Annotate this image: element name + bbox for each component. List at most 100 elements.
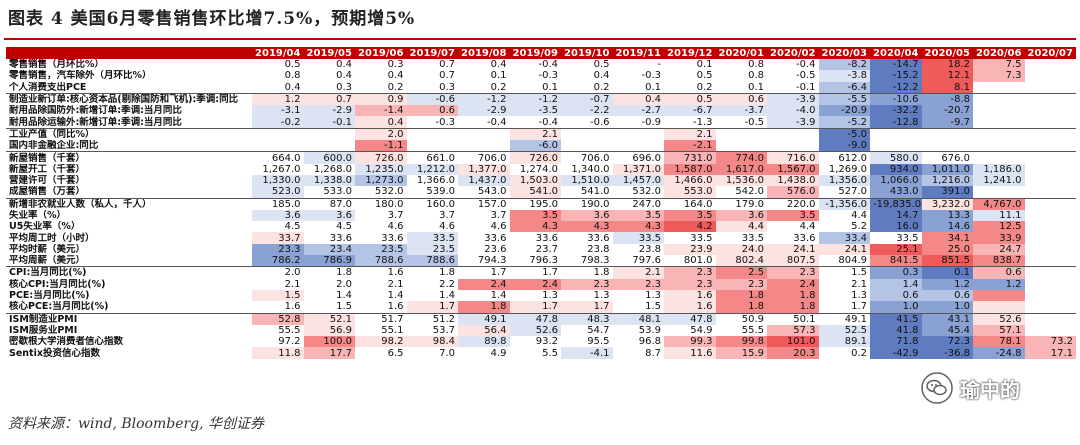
value-cell: 6.5 — [387, 347, 404, 359]
value-cell: 1.8 — [767, 301, 819, 314]
value-cell: 41.8 — [870, 324, 922, 337]
value-cell: 600.0 — [303, 151, 355, 164]
value-cell: -0.5 — [795, 70, 816, 82]
value-cell: 2.1 — [509, 127, 561, 141]
value-cell: 1.6 — [664, 301, 716, 314]
value-cell — [1025, 116, 1077, 128]
value-cell: 1.6 — [355, 266, 407, 279]
table-row: ISM制造业PMI 52.8 52.1 51.7 51.2 49.1 47.8 48.3 48.… — [6, 312, 1076, 325]
value-cell: 2.4 — [458, 278, 510, 290]
value-cell: 533.0 — [323, 186, 352, 198]
value-cell: 0.2 — [490, 81, 507, 93]
value-cell: 33.6 — [587, 232, 610, 244]
value-cell: 47.8 — [664, 312, 716, 325]
column-header: 2020/06 — [973, 47, 1025, 59]
value-cell: 0.4 — [336, 70, 352, 82]
value-cell: 851.5 — [921, 255, 973, 267]
value-cell: 247.0 — [612, 197, 664, 210]
table-row: CPI:当月同比(%) 2.0 1.8 1.6 1.8 1.7 1.7 1.8 2.1 2.3 2.… — [6, 266, 1076, 279]
value-cell: 0.6 — [406, 105, 458, 117]
value-cell — [407, 140, 459, 152]
value-cell: -3.1 — [252, 105, 304, 117]
value-cell: 53.9 — [638, 324, 661, 336]
value-cell — [870, 127, 922, 141]
value-cell: 11.8 — [252, 347, 304, 359]
column-header: 2019/10 — [561, 47, 613, 59]
value-cell: 11.1 — [973, 209, 1025, 222]
value-cell: -3.9 — [767, 92, 819, 106]
value-cell: 33.6 — [381, 232, 404, 244]
value-cell: -15.2 — [870, 70, 922, 82]
value-cell — [252, 140, 304, 152]
table-row: 平均周工时（小时） 33.7 33.6 33.6 33.5 33.6 33.6 33.6 33.… — [6, 232, 1076, 244]
value-cell: 33.6 — [329, 232, 352, 244]
value-cell: 0.2 — [696, 81, 713, 93]
value-cell: 5.2 — [851, 221, 867, 233]
value-cell: 661.0 — [406, 151, 458, 164]
table-row: PCE:当月同比(%) 1.5 1.4 1.4 1.4 1.4 1.3 1.3 1.3 1.6 1.… — [6, 289, 1076, 302]
value-cell: 1,268.0 — [313, 163, 352, 175]
value-cell: 1,241.0 — [973, 174, 1025, 187]
value-cell: 2.3 — [715, 278, 767, 290]
value-cell: 89.1 — [818, 336, 870, 348]
value-cell: 164.0 — [664, 197, 716, 210]
value-cell: -32.2 — [870, 105, 922, 117]
value-cell: 0.8 — [748, 70, 764, 82]
value-cell: -1.2 — [509, 92, 561, 106]
value-cell: 48.1 — [612, 312, 664, 325]
value-cell: 1,366.0 — [416, 175, 455, 187]
value-cell: -0.3 — [538, 70, 558, 82]
value-cell: 1.8 — [303, 266, 355, 279]
table-row: 零售销售，汽车除外（月环比%） 0.8 0.4 0.4 0.7 0.1 -0.3 0.4 -0.… — [6, 70, 1076, 82]
table-row: 营建许可（千套） 1,330.0 1,338.0 1,273.0 1,366.0 1,43… — [6, 174, 1076, 187]
value-cell: 3.6 — [303, 209, 355, 222]
column-header: 2020/07 — [1024, 47, 1076, 59]
value-cell: 4.6 — [387, 221, 404, 233]
value-cell: 2.3 — [767, 266, 819, 279]
table-row: 平均周薪（美元） 786.2 786.9 788.6 788.6 794.3 796.3 79… — [6, 255, 1076, 267]
value-cell: -0.6 — [406, 92, 458, 106]
row-label: 制造业新订单:核心资本品(剔除国防和飞机):季调:同比 — [6, 92, 252, 106]
value-cell: -3.5 — [509, 105, 561, 117]
row-label: 平均周工时（小时） — [9, 232, 95, 244]
value-cell: 2.3 — [664, 266, 716, 279]
value-cell: 78.1 — [973, 336, 1025, 348]
value-cell — [921, 127, 973, 141]
value-cell: 0.3 — [870, 266, 922, 279]
value-cell: -1.3 — [692, 116, 713, 128]
table-row: 个人消费支出PCE 0.4 0.3 0.2 0.3 0.2 0.1 0.2 0.1 0.2 0.1 -… — [6, 81, 1076, 94]
value-cell: 87.0 — [303, 197, 355, 210]
value-cell — [922, 140, 974, 152]
column-header: 2020/03 — [818, 47, 870, 59]
value-cell: 804.9 — [838, 255, 867, 267]
value-cell: 1,186.0 — [973, 163, 1025, 175]
value-cell: 179.0 — [715, 197, 767, 210]
value-cell: 1.8 — [715, 289, 767, 302]
value-cell: 1,457.0 — [612, 174, 664, 187]
value-cell: 1,466.0 — [664, 174, 716, 187]
value-cell: 1,536.0 — [715, 174, 767, 187]
table-row: 失业率（%） 3.6 3.6 3.7 3.7 3.7 3.5 3.6 3.5 3.5 3.6 3.5 4… — [6, 209, 1076, 222]
value-cell: 97.2 — [278, 336, 301, 348]
value-cell: 1.6 — [284, 301, 301, 313]
value-cell: 2.1 — [664, 127, 716, 141]
value-cell — [1024, 197, 1076, 210]
value-cell: 50.9 — [715, 312, 767, 325]
value-cell: -19,835.0 — [870, 197, 922, 210]
row-label: 耐用品除国防外:新增订单:季调:当月同比 — [9, 105, 182, 117]
value-cell: 838.7 — [973, 255, 1025, 267]
value-cell: 1,216.0 — [921, 174, 973, 187]
row-label: 密歇根大学消费者信心指数 — [9, 336, 124, 348]
value-cell: 2.2 — [439, 278, 455, 290]
column-header: 2019/04 — [252, 47, 304, 59]
value-cell: 99.8 — [715, 336, 767, 348]
table-row: 制造业新订单:核心资本品(剔除国防和飞机):季调:同比 1.2 0.7 0.9 -0.6… — [6, 92, 1076, 106]
value-cell — [973, 186, 1025, 198]
value-cell: 1.7 — [509, 301, 561, 314]
row-label: 失业率（%） — [9, 210, 67, 221]
value-cell: 33.6 — [484, 232, 507, 244]
table-row: 核心PCE:当月同比(%) 1.6 1.5 1.6 1.7 1.8 1.7 1.7 1.5 1.6… — [6, 301, 1076, 314]
value-cell: -20.9 — [818, 105, 870, 117]
value-cell: 2.0 — [355, 127, 407, 141]
value-cell: -20.7 — [921, 105, 973, 117]
